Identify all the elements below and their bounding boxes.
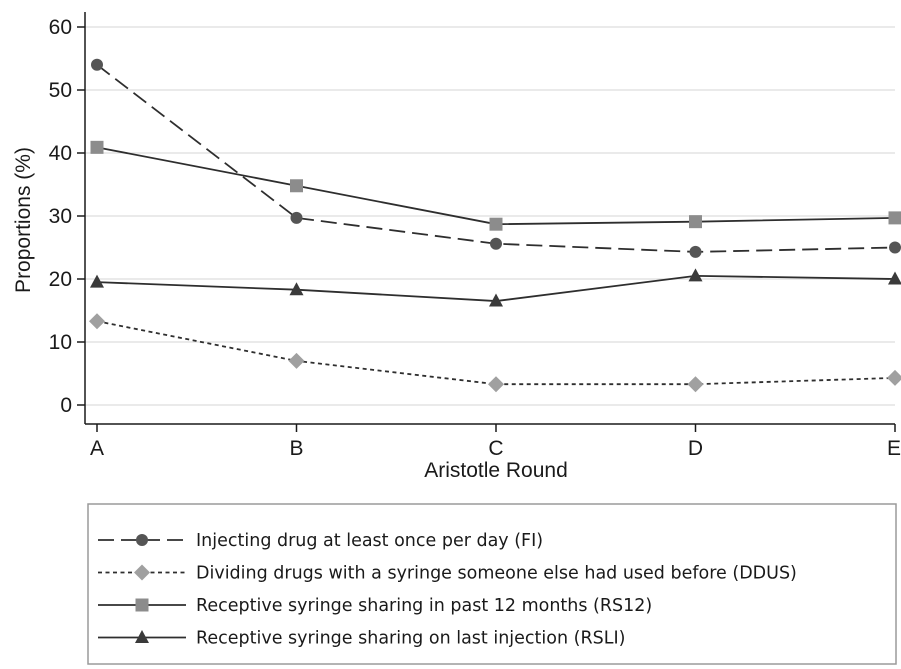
data-point [488,376,504,393]
legend-swatch-marker [134,564,150,581]
data-point [889,241,901,254]
data-point [888,271,901,285]
legend-item: Receptive syringe sharing on last inject… [98,629,625,649]
series-1 [91,58,901,258]
x-tick-label: B [289,437,303,460]
data-point [687,376,704,393]
y-tick-label: 60 [49,16,72,39]
y-tick-label: 0 [60,394,72,417]
legend-swatch-marker [136,534,148,546]
data-point [489,293,503,307]
x-tick-label: E [887,437,901,460]
series-line [96,146,896,226]
data-point [689,245,702,258]
y-axis-title: Proportions (%) [12,147,35,293]
data-point [290,179,303,193]
y-tick-label: 40 [49,142,72,165]
legend-items: Injecting drug at least once per day (FI… [98,531,797,649]
x-axis-title: Aristotle Round [424,459,568,482]
data-point [90,140,104,154]
data-point [90,274,104,288]
legend-item: Dividing drugs with a syringe someone el… [98,564,797,584]
data-point [689,215,702,229]
grid-lines [85,26,895,406]
series-3 [90,140,901,231]
series [89,58,901,393]
y-tick-label: 50 [49,79,72,102]
series-2 [89,313,901,393]
x-tick-label: A [90,437,104,460]
data-point [489,217,503,231]
series-4 [90,268,901,307]
y-tick-label: 10 [49,331,72,354]
axes [84,12,895,425]
y-ticks: 0 10 20 30 40 50 60 [49,16,85,417]
legend-box [87,503,897,665]
data-point [288,352,305,369]
data-point [89,313,105,330]
legend-label: Injecting drug at least once per day (FI… [196,531,543,551]
legend-item: Injecting drug at least once per day (FI… [98,531,543,551]
legend: Injecting drug at least once per day (FI… [87,503,897,665]
data-point [888,211,901,225]
data-point [887,369,901,386]
legend-swatch-marker [135,598,149,612]
x-tick-label: C [488,437,503,460]
legend-label: Dividing drugs with a syringe someone el… [196,564,797,584]
data-point [289,282,304,296]
legend-swatch-marker [135,630,149,643]
data-point [490,237,502,250]
x-ticks: A B C D E [90,424,901,460]
data-point [290,211,303,224]
legend-label: Receptive syringe sharing on last inject… [196,629,625,649]
x-tick-label: D [688,437,703,460]
series-line [96,320,896,386]
y-tick-label: 30 [49,205,72,228]
legend-label: Receptive syringe sharing in past 12 mon… [196,596,652,616]
legend-item: Receptive syringe sharing in past 12 mon… [98,596,652,616]
data-point [688,268,703,282]
data-point [91,58,103,71]
y-tick-label: 20 [49,268,72,291]
